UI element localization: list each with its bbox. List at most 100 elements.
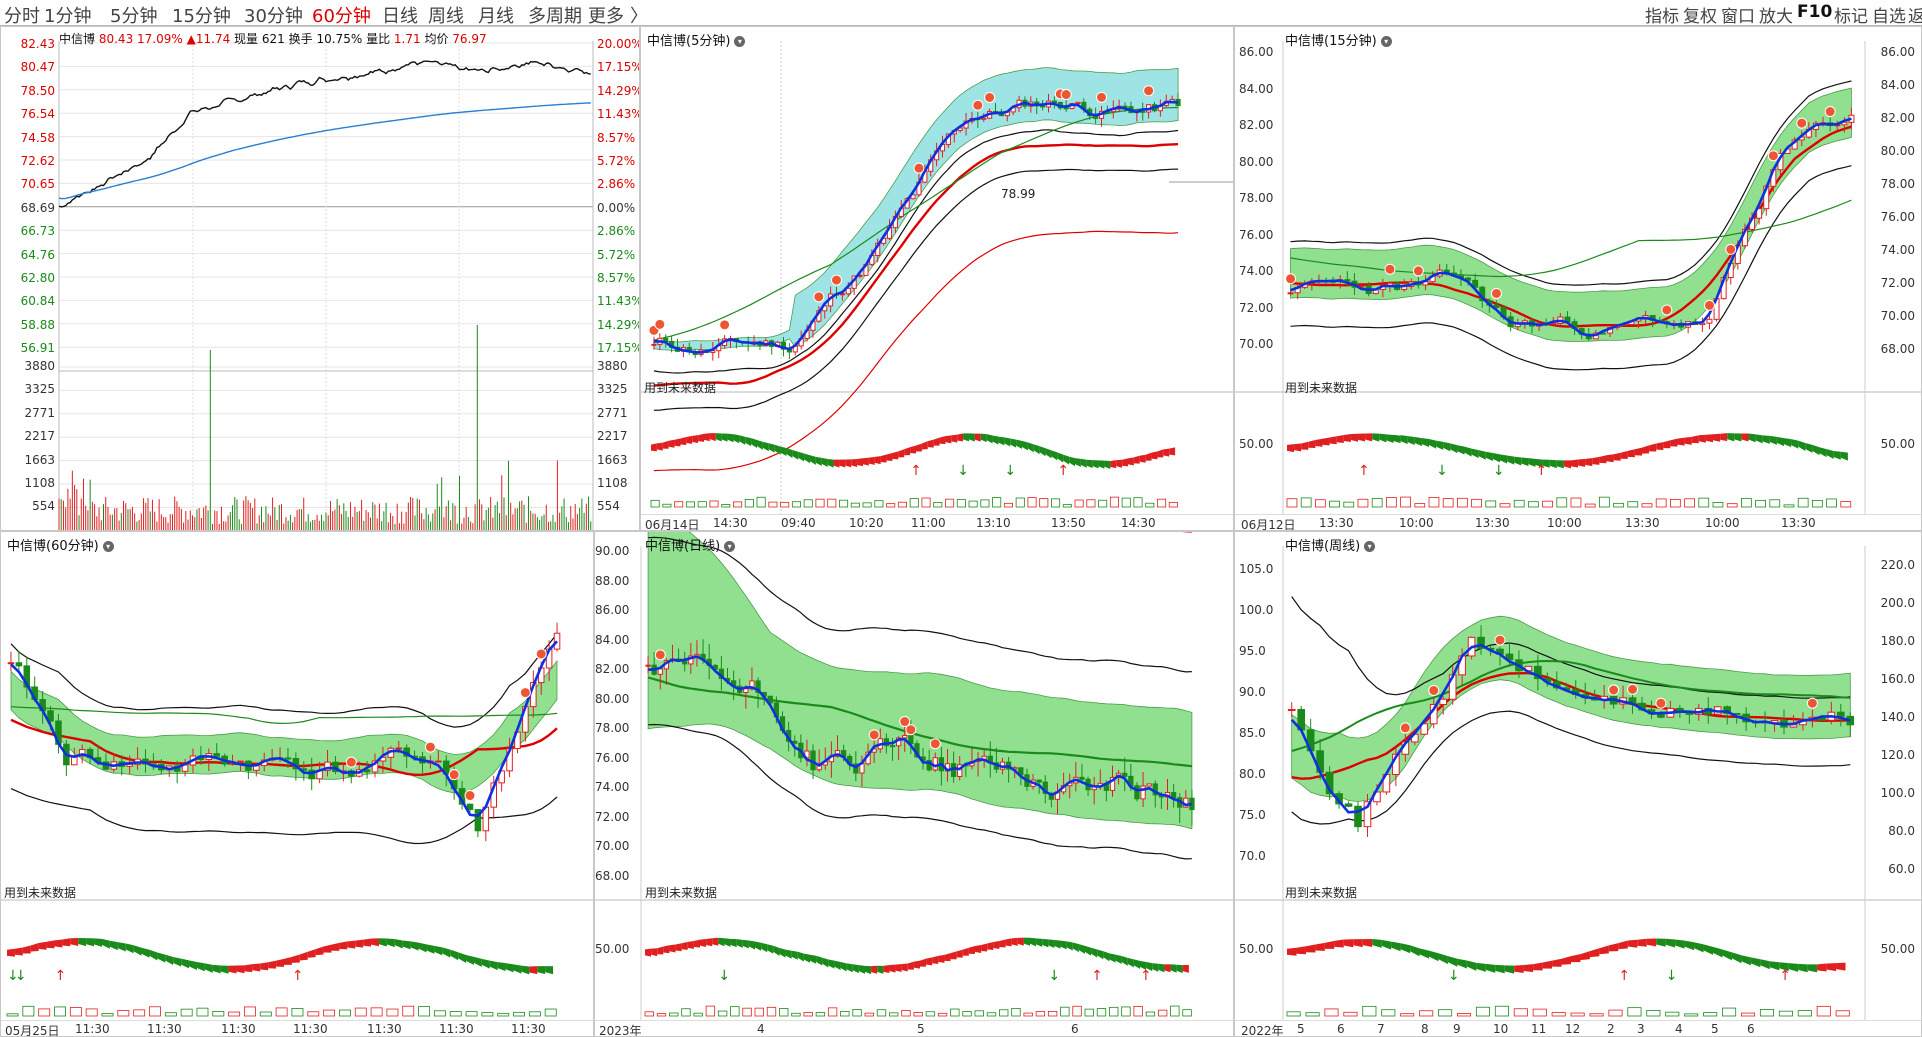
panel-15min-chart[interactable]: ↓ ↑ ↓ ↑ bbox=[1235, 27, 1922, 531]
price-tick: 70.00 bbox=[595, 839, 630, 853]
candle bbox=[15, 662, 23, 667]
panel-5min[interactable]: 中信博(5分钟) ▾ 用到未来数据 ↓ ↑ ↓ ↑ 78.99 06月14日 14:30 0… bbox=[640, 26, 1234, 531]
histogram-bar bbox=[1456, 497, 1468, 508]
oscillator-band bbox=[323, 944, 332, 953]
panel-60min-title[interactable]: 中信博(60分钟) ▾ bbox=[7, 535, 114, 554]
histogram-bar bbox=[513, 1011, 525, 1017]
panel-weekly-title[interactable]: 中信博(周线) ▾ bbox=[1285, 535, 1376, 554]
candle bbox=[1109, 776, 1116, 791]
panel-weekly-title-text: 中信博(周线) bbox=[1285, 539, 1361, 554]
candle bbox=[839, 293, 845, 296]
percent-tick: 8.57% bbox=[597, 271, 636, 285]
time-tick: 5 bbox=[917, 1022, 925, 1036]
percent-tick: 2.86% bbox=[597, 224, 636, 239]
oscillator-band bbox=[974, 433, 981, 442]
zoom-button[interactable]: 放大 bbox=[1759, 7, 1793, 27]
candle bbox=[23, 665, 31, 688]
histogram-bar bbox=[212, 1011, 225, 1017]
histogram-bar bbox=[1646, 1010, 1661, 1017]
f10-button[interactable]: F10 bbox=[1797, 2, 1833, 22]
watchlist-button[interactable]: 自选 bbox=[1872, 7, 1906, 27]
oscillator-band bbox=[1287, 947, 1297, 956]
oscillator-band bbox=[773, 945, 780, 957]
histogram-bar bbox=[874, 500, 884, 508]
intraday-chart[interactable] bbox=[1, 27, 640, 531]
panel-daily-chart[interactable]: ↓ ↑ ↓ ↑ bbox=[595, 532, 1234, 1037]
panel-daily-title[interactable]: 中信博(日线) ▾ bbox=[645, 535, 736, 554]
period-monthly[interactable]: 月线 bbox=[478, 6, 514, 27]
histogram-bar bbox=[1485, 500, 1497, 508]
oscillator-band bbox=[968, 946, 975, 955]
oscillator-band bbox=[680, 436, 687, 445]
signal-marker-icon bbox=[913, 162, 925, 174]
oscillator-band bbox=[681, 941, 688, 950]
panel-daily[interactable]: 中信博(日线) ▾ 用到未来数据 90.00 88.00 86.00 84.00 82.0… bbox=[594, 531, 1234, 1037]
period-multi[interactable]: 多周期 bbox=[528, 6, 582, 27]
panel-weekly[interactable]: 中信博(周线) ▾ 用到未来数据 105.0 100.0 95.0 90.0 85.0 80… bbox=[1234, 531, 1922, 1037]
signal-marker-icon bbox=[1096, 91, 1107, 103]
chevron-down-icon[interactable]: ▾ bbox=[1380, 36, 1392, 47]
price-tick: 78.00 bbox=[1239, 191, 1274, 205]
period-5min[interactable]: 5分钟 bbox=[110, 6, 158, 27]
volume-ratio-label: 量比 bbox=[366, 32, 391, 46]
oscillator-band bbox=[668, 439, 675, 448]
indicator-button[interactable]: 指标 bbox=[1645, 7, 1679, 27]
oscillator-band bbox=[1589, 948, 1600, 958]
chevron-down-icon[interactable]: ▾ bbox=[734, 36, 746, 47]
oscillator-band bbox=[1169, 447, 1176, 456]
oscillator-band bbox=[181, 958, 190, 969]
histogram-bar bbox=[1074, 499, 1084, 508]
chevron-down-icon[interactable]: ▾ bbox=[1364, 541, 1376, 552]
period-more[interactable]: 更多 bbox=[588, 6, 624, 27]
percent-tick: 0.00% bbox=[597, 200, 636, 215]
period-weekly[interactable]: 周线 bbox=[428, 6, 464, 27]
oscillator-band bbox=[125, 943, 134, 954]
price-tick: 84.00 bbox=[595, 632, 630, 647]
panel-5min-chart[interactable]: ↓ ↑ ↓ ↑ bbox=[641, 27, 1234, 531]
panel-15min[interactable]: 中信博(15分钟) ▾ 用到未来数据 86.00 84.00 82.00 80.00 78… bbox=[1234, 26, 1922, 531]
period-daily[interactable]: 日线 bbox=[382, 6, 418, 27]
window-button[interactable]: 窗口 bbox=[1721, 7, 1755, 27]
oscillator-tick: 50.00 bbox=[1880, 942, 1915, 956]
panel-60min[interactable]: 中信博(60分钟) ▾ 用到未来数据 ↓ ↑ ↓ ↑ 05月25日 11:30 11:30 1… bbox=[0, 531, 594, 1037]
oscillator-band bbox=[904, 447, 911, 456]
candle bbox=[853, 763, 859, 774]
stock-name: 中信博 bbox=[59, 32, 96, 46]
indicator-line bbox=[1290, 165, 1852, 371]
period-intraday[interactable]: 分时 bbox=[4, 6, 40, 27]
oscillator-band bbox=[1485, 451, 1493, 462]
candle bbox=[1836, 711, 1845, 717]
period-30min[interactable]: 30分钟 bbox=[244, 6, 303, 27]
mark-button[interactable]: 标记 bbox=[1834, 7, 1868, 27]
histogram-bar bbox=[1613, 502, 1624, 508]
candle bbox=[324, 761, 331, 771]
back-button[interactable]: 返回 bbox=[1908, 7, 1922, 27]
period-1min[interactable]: 1分钟 bbox=[44, 6, 92, 27]
period-60min[interactable]: 60分钟 bbox=[312, 6, 371, 27]
panel-60min-chart[interactable]: ↓ ↑ ↓ ↑ bbox=[1, 532, 594, 1037]
chevron-down-icon[interactable]: ▾ bbox=[102, 541, 114, 552]
chevron-right-icon[interactable]: 〉 bbox=[630, 6, 648, 27]
period-15min[interactable]: 15分钟 bbox=[172, 6, 231, 27]
oscillator-band bbox=[315, 946, 324, 956]
volume-tick: 180.0 bbox=[1880, 634, 1915, 648]
histogram-bar bbox=[1305, 1012, 1320, 1017]
price-tick: 90.0 bbox=[1239, 685, 1266, 699]
adjust-button[interactable]: 复权 bbox=[1683, 7, 1717, 27]
oscillator-band bbox=[133, 945, 142, 956]
oscillator-band bbox=[1109, 953, 1116, 963]
panel-weekly-chart[interactable]: ↓ ↑ ↓ ↑ bbox=[1235, 532, 1922, 1037]
panel-5min-title[interactable]: 中信博(5分钟) ▾ bbox=[647, 30, 746, 49]
signal-arrow-icon: ↓ bbox=[1048, 968, 1060, 984]
signal-arrow-icon: ↑ bbox=[54, 968, 66, 984]
oscillator-band bbox=[1523, 964, 1534, 973]
oscillator-band bbox=[1296, 946, 1306, 955]
oscillator-band bbox=[1381, 939, 1392, 950]
indicator-line bbox=[1291, 596, 1851, 699]
oscillator-band bbox=[700, 938, 707, 947]
signal-marker-icon bbox=[929, 738, 941, 750]
chevron-down-icon[interactable]: ▾ bbox=[724, 541, 736, 552]
panel-15min-title[interactable]: 中信博(15分钟) ▾ bbox=[1285, 30, 1392, 49]
histogram-bar bbox=[909, 498, 919, 508]
oscillator-band bbox=[371, 938, 379, 947]
